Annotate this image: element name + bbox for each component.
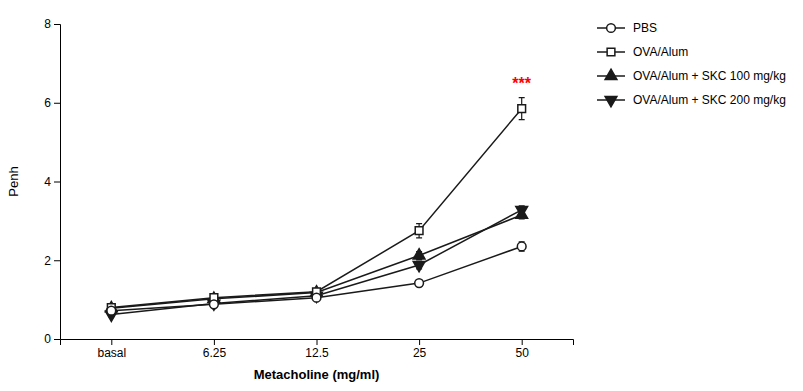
y-axis-line bbox=[54, 25, 61, 340]
series-line bbox=[111, 215, 521, 308]
legend-item: OVA/Alum + SKC 100 mg/kg bbox=[597, 69, 786, 83]
y-tick-mark bbox=[54, 339, 60, 340]
legend: PBS OVA/Alum OVA/Alum + SKC 100 mg/kg OVA/A… bbox=[597, 21, 786, 107]
marker bbox=[413, 249, 425, 259]
x-tick-label: 6.25 bbox=[203, 346, 227, 360]
legend-item: PBS bbox=[597, 21, 657, 35]
error-bar bbox=[416, 224, 422, 238]
y-tick-label: 0 bbox=[44, 332, 51, 346]
x-tick-mark bbox=[317, 339, 318, 345]
series bbox=[107, 242, 526, 315]
x-tick-mark bbox=[419, 339, 420, 345]
marks bbox=[105, 98, 527, 322]
y-tick-mark bbox=[54, 103, 60, 104]
series bbox=[105, 208, 527, 312]
marker bbox=[210, 300, 219, 309]
marker bbox=[107, 306, 116, 315]
series-line bbox=[111, 246, 521, 310]
marker bbox=[312, 293, 321, 302]
y-tick: 4 bbox=[44, 175, 60, 189]
x-axis-title: Metacholine (mg/ml) bbox=[254, 367, 380, 382]
marker bbox=[415, 227, 423, 235]
y-tick-mark bbox=[54, 182, 60, 183]
marker bbox=[518, 105, 526, 113]
legend-marker bbox=[607, 48, 615, 56]
y-tick-label: 2 bbox=[44, 254, 51, 268]
y-tick: 8 bbox=[44, 17, 60, 31]
x-tick-label: 12.5 bbox=[305, 346, 329, 360]
legend-label: OVA/Alum bbox=[633, 45, 688, 59]
x-axis-line bbox=[61, 340, 574, 346]
x-tick: 6.25 bbox=[203, 339, 227, 360]
x-tick-label: 25 bbox=[413, 346, 427, 360]
y-tick-label: 6 bbox=[44, 96, 51, 110]
legend-label: OVA/Alum + SKC 200 mg/kg bbox=[633, 93, 786, 107]
marker bbox=[517, 242, 526, 251]
y-tick-mark bbox=[54, 260, 60, 261]
x-tick-label: 50 bbox=[516, 346, 530, 360]
marker bbox=[415, 279, 424, 288]
x-tick: basal bbox=[97, 339, 126, 360]
x-tick: 25 bbox=[413, 339, 427, 360]
chart: basal 6.25 12.5 25 50 0 2 4 6 8 *** Metacholine (mg… bbox=[0, 0, 803, 391]
marker bbox=[516, 208, 528, 218]
legend-marker bbox=[605, 69, 617, 79]
annotation: *** bbox=[512, 75, 531, 92]
y-tick: 6 bbox=[44, 96, 60, 110]
legend-item: OVA/Alum bbox=[597, 45, 688, 59]
legend-label: OVA/Alum + SKC 100 mg/kg bbox=[633, 69, 786, 83]
x-tick-mark bbox=[111, 339, 112, 345]
series bbox=[105, 206, 527, 321]
x-tick: 50 bbox=[516, 339, 530, 360]
error-bar bbox=[519, 98, 525, 120]
marker bbox=[413, 262, 425, 272]
legend-marker bbox=[605, 97, 617, 107]
legend-marker bbox=[607, 24, 616, 33]
marker bbox=[208, 300, 220, 310]
y-tick-label: 4 bbox=[44, 175, 51, 189]
y-tick-mark bbox=[54, 24, 60, 25]
series bbox=[107, 98, 525, 312]
legend-item: OVA/Alum + SKC 200 mg/kg bbox=[597, 93, 786, 107]
y-axis-title: Penh bbox=[6, 166, 21, 196]
x-tick: 12.5 bbox=[305, 339, 329, 360]
x-tick-mark bbox=[522, 339, 523, 345]
x-tick-mark bbox=[214, 339, 215, 345]
plot: basal 6.25 12.5 25 50 0 2 4 6 8 *** bbox=[44, 17, 573, 359]
y-tick: 0 bbox=[44, 332, 60, 346]
y-tick-label: 8 bbox=[44, 17, 51, 31]
series-line bbox=[111, 109, 521, 308]
legend-label: PBS bbox=[633, 21, 657, 35]
x-axis: basal 6.25 12.5 25 50 bbox=[61, 339, 574, 360]
series-line bbox=[111, 210, 521, 315]
y-axis: 0 2 4 6 8 bbox=[44, 17, 60, 346]
y-tick: 2 bbox=[44, 254, 60, 268]
x-tick-label: basal bbox=[97, 346, 126, 360]
